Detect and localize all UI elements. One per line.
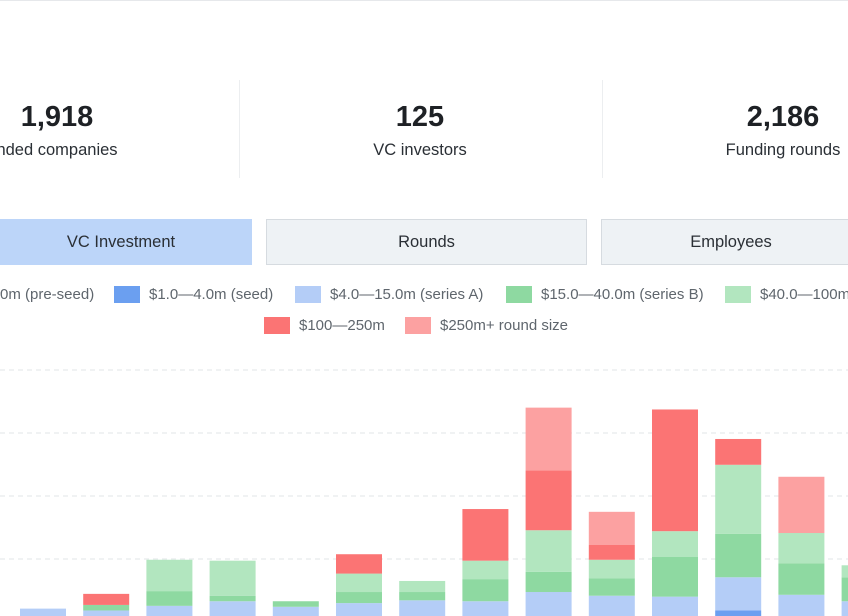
bar-segment[interactable] — [715, 533, 762, 578]
stat-divider — [239, 80, 240, 178]
bar-segment[interactable] — [588, 578, 635, 596]
bar-segment[interactable] — [841, 565, 848, 578]
bar-segment[interactable] — [146, 605, 193, 616]
legend-item-seed[interactable]: $1.0—4.0m (seed) — [114, 284, 273, 304]
legend-item-growth[interactable]: $40.0—100m — [725, 284, 848, 304]
bar-segment[interactable] — [83, 593, 130, 605]
bar-segment[interactable] — [715, 577, 762, 611]
bar-segment[interactable] — [462, 579, 509, 602]
tab-rounds[interactable]: Rounds — [266, 219, 587, 265]
bar-segment[interactable] — [272, 606, 319, 616]
stat-value: 1,918 — [20, 101, 94, 133]
bar-segment[interactable] — [525, 592, 572, 616]
legend-item-series-b[interactable]: $15.0—40.0m (series B) — [506, 284, 704, 304]
bar-segment[interactable] — [652, 596, 698, 616]
bar-segment[interactable] — [715, 610, 762, 616]
bar-segment[interactable] — [652, 531, 698, 557]
bar-segment[interactable] — [715, 464, 762, 534]
legend-label: $1.0—4.0m (seed) — [149, 285, 274, 303]
tab-employees[interactable]: Employees — [601, 219, 848, 265]
bar-segment[interactable] — [146, 559, 193, 592]
stat-value: 2,186 — [746, 101, 820, 133]
legend-swatch — [295, 285, 321, 303]
legend-item-late[interactable]: $100—250m — [264, 315, 385, 335]
bar-segment[interactable] — [778, 594, 825, 616]
bar-segment[interactable] — [841, 601, 848, 616]
bar-segment[interactable] — [525, 571, 572, 593]
stat-divider — [602, 80, 603, 178]
bar-segment[interactable] — [715, 438, 762, 465]
stat-value: 125 — [395, 101, 445, 133]
legend-swatch — [725, 285, 751, 303]
bar-segment[interactable] — [399, 600, 446, 616]
legend-label: 0m (pre-seed) — [0, 285, 95, 303]
bar-segment[interactable] — [83, 604, 130, 611]
legend-swatch — [506, 285, 532, 303]
legend-swatch — [405, 316, 431, 334]
legend-label: $15.0—40.0m (series B) — [541, 285, 704, 303]
stat-label: Funding rounds — [725, 141, 841, 159]
bar-segment[interactable] — [272, 601, 319, 607]
stat-funded-companies: 1,918 nded companies — [0, 80, 237, 178]
bar-segment[interactable] — [336, 554, 382, 574]
bar-segment[interactable] — [336, 592, 382, 604]
bar-segment[interactable] — [778, 533, 825, 564]
bar-segment[interactable] — [83, 610, 130, 616]
bar-segment[interactable] — [525, 407, 572, 471]
legend-swatch — [264, 316, 290, 334]
bar-segment[interactable] — [588, 545, 635, 560]
bar-segment[interactable] — [525, 530, 572, 572]
bar-segment[interactable] — [778, 476, 825, 534]
bar-segment[interactable] — [841, 577, 848, 602]
bar-segment[interactable] — [462, 560, 509, 580]
legend-label: $4.0—15.0m (series A) — [330, 285, 484, 303]
legend-item-mega[interactable]: $250m+ round size — [405, 315, 568, 335]
bar-segment[interactable] — [209, 601, 256, 616]
bar-segment[interactable] — [462, 509, 509, 561]
top-divider — [0, 0, 848, 1]
stacked-bar-chart — [0, 369, 848, 616]
stat-funding-rounds: 2,186 Funding rounds — [603, 80, 848, 178]
legend-label: $250m+ round size — [440, 316, 568, 334]
legend-label: $40.0—100m — [760, 285, 848, 303]
bar-segment[interactable] — [209, 595, 256, 602]
stats-row: 1,918 nded companies 125 VC investors 2,… — [0, 80, 848, 178]
bar-segment[interactable] — [462, 601, 509, 616]
bar-segment[interactable] — [146, 591, 193, 606]
stat-label: VC investors — [373, 141, 467, 159]
bar-segment[interactable] — [525, 470, 572, 531]
legend-item-pre-seed[interactable]: 0m (pre-seed) — [0, 284, 94, 304]
bar-segment[interactable] — [399, 592, 446, 601]
bar-segment[interactable] — [336, 603, 382, 616]
bar-segment[interactable] — [588, 511, 635, 546]
bar-segment[interactable] — [652, 409, 698, 532]
bar-segment[interactable] — [20, 608, 66, 616]
bar-segment[interactable] — [399, 580, 446, 593]
legend-item-series-a[interactable]: $4.0—15.0m (series A) — [295, 284, 483, 304]
bar-segment[interactable] — [778, 563, 825, 595]
legend-swatch — [114, 285, 140, 303]
stat-label: nded companies — [0, 141, 118, 159]
bar-segment[interactable] — [336, 573, 382, 593]
bar-segment[interactable] — [588, 595, 635, 616]
tab-vc-investment[interactable]: VC Investment — [0, 219, 252, 265]
legend-label: $100—250m — [299, 316, 385, 334]
bar-segment[interactable] — [588, 559, 635, 579]
bar-segment[interactable] — [209, 560, 256, 596]
stat-vc-investors: 125 VC investors — [240, 80, 600, 178]
bar-segment[interactable] — [652, 556, 698, 597]
